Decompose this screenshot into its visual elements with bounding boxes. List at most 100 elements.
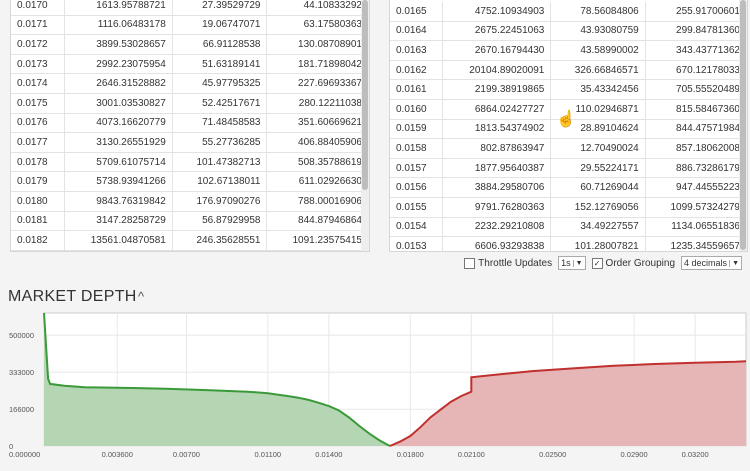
price-cell: 0.0164 <box>390 21 444 42</box>
total-cell: 19.06747071 <box>172 15 268 36</box>
sum-cell: 611.02926630 <box>266 171 369 192</box>
amount-cell: 6606.93293838 <box>442 236 552 251</box>
bid-order-table: 0.0170 1613.95788721 27.39529729 44.1083329… <box>10 0 370 252</box>
total-cell: 27.39529729 <box>172 0 268 16</box>
sum-cell: 1099.57324279 <box>645 197 747 218</box>
amount-cell: 2646.31528882 <box>64 73 173 94</box>
table-row: 0.0162 20104.89020091 326.66846571 670.1217… <box>390 60 747 81</box>
sum-cell: 705.55520489 <box>645 79 747 100</box>
price-cell: 0.0153 <box>390 236 444 251</box>
sum-cell: 857.18062008 <box>645 138 747 159</box>
total-cell: 55.27736285 <box>172 132 268 153</box>
table-row: 0.0171 1116.06483178 19.06747071 63.1758036… <box>11 15 369 36</box>
market-depth-chart: 0 166000 333000 500000 0.000000 0.003600 0.007… <box>9 312 747 459</box>
throttle-interval-value: 1s <box>561 258 571 268</box>
table-row: 0.0175 3001.03530827 52.42517671 280.122110… <box>11 93 369 114</box>
table-row: 0.0161 2199.38919865 35.43342456 705.555204… <box>390 79 747 100</box>
sum-cell: 351.60669621 <box>266 113 369 134</box>
sum-cell: 815.58467360 <box>645 99 747 120</box>
collapse-caret-icon[interactable]: ^ <box>138 289 145 304</box>
total-cell: 60.71269044 <box>550 177 646 198</box>
price-cell: 0.0173 <box>11 54 65 75</box>
y-tick-label: 333000 <box>9 368 34 377</box>
ask-depth-line <box>389 360 747 447</box>
sum-cell: 255.91700601 <box>645 2 747 22</box>
price-cell: 0.0158 <box>390 138 444 159</box>
price-cell: 0.0159 <box>390 119 444 140</box>
table-row: 0.0181 3147.28258729 56.87929958 844.879468… <box>11 211 369 232</box>
amount-cell: 9791.76280363 <box>442 197 552 218</box>
table-row: 0.0160 6864.02427727 110.02946871 815.58467… <box>390 99 747 120</box>
y-tick-label: 500000 <box>9 331 34 340</box>
bid-table-scrollbar[interactable] <box>361 0 369 251</box>
price-cell: 0.0165 <box>390 2 444 22</box>
table-row: 0.0158 802.87863947 12.70490024 857.1806200… <box>390 138 747 159</box>
mouse-cursor-icon: ☝ <box>556 111 576 128</box>
table-row: 0.0176 4073.16620779 71.48458583 351.606696… <box>11 113 369 134</box>
sum-cell: 130.08708901 <box>266 34 369 55</box>
price-cell: 0.0160 <box>390 99 444 120</box>
throttle-updates-checkbox[interactable] <box>464 257 476 269</box>
x-tick-label: 0.01400 <box>315 450 342 459</box>
table-row: 0.0159 1813.54374902 28.89104624 844.475719… <box>390 119 747 140</box>
total-cell: 246.35628551 <box>172 230 268 251</box>
market-depth-title: MARKET DEPTH <box>8 288 137 305</box>
price-cell: 0.0182 <box>11 230 65 251</box>
table-row: 0.0170 1613.95788721 27.39529729 44.1083329… <box>11 0 369 16</box>
total-cell: 66.91128538 <box>172 34 268 55</box>
sum-cell: 181.71898042 <box>266 54 369 75</box>
amount-cell: 2992.23075954 <box>64 54 173 75</box>
sum-cell: 44.10833292 <box>266 0 369 16</box>
sum-cell: 844.87946864 <box>266 211 369 232</box>
table-row: 0.0178 5709.61075714 101.47382713 508.35788… <box>11 152 369 173</box>
sum-cell: 1091.23575415 <box>266 230 369 251</box>
amount-cell: 2199.38919865 <box>442 79 552 100</box>
total-cell: 110.02946871 <box>550 99 646 120</box>
bid-depth-area <box>44 313 390 446</box>
table-options-bar: Throttle Updates 1s ▼ ✓ Order Grouping 4… <box>464 256 742 270</box>
total-cell: 45.97795325 <box>172 73 268 94</box>
total-cell: 29.55224171 <box>550 158 646 179</box>
order-grouping-select[interactable]: 4 decimals ▼ <box>681 256 742 270</box>
amount-cell: 2670.16794430 <box>442 40 552 61</box>
total-cell: 34.49227557 <box>550 217 646 238</box>
amount-cell: 5738.93941266 <box>64 171 173 192</box>
table-row: 0.0172 3899.53028657 66.91128538 130.087089… <box>11 34 369 55</box>
ask-order-table: 0.0165 4752.10934903 78.56084806 255.917006… <box>389 0 748 252</box>
ask-depth-area <box>389 361 746 446</box>
table-row: 0.0155 9791.76280363 152.12769056 1099.5732… <box>390 197 747 218</box>
total-cell: 28.89104624 <box>550 119 646 140</box>
sum-cell: 844.47571984 <box>645 119 747 140</box>
order-grouping-checkbox[interactable]: ✓ <box>591 257 603 269</box>
total-cell: 101.28007821 <box>550 236 646 251</box>
throttle-interval-select[interactable]: 1s ▼ <box>558 256 586 270</box>
amount-cell: 802.87863947 <box>442 138 552 159</box>
x-tick-label: 0.00700 <box>173 450 200 459</box>
amount-cell: 3902.56298562 <box>64 250 173 251</box>
sum-cell: 280.12211038 <box>266 93 369 114</box>
sum-cell: 406.88405906 <box>266 132 369 153</box>
amount-cell: 6864.02427727 <box>442 99 552 120</box>
amount-cell: 2232.29210808 <box>442 217 552 238</box>
total-cell: 101.47382713 <box>172 152 268 173</box>
total-cell: 71.30806694 <box>172 250 268 251</box>
order-grouping-value: 4 decimals <box>684 258 728 268</box>
x-tick-label: 0.003600 <box>102 450 133 459</box>
table-row: 0.0153 6606.93293838 101.28007821 1235.3455… <box>390 236 747 251</box>
table-row: 0.0180 9843.76319842 176.97090276 788.00016… <box>11 191 369 212</box>
table-row: 0.0173 2992.23075954 51.63189141 181.718980… <box>11 54 369 75</box>
total-cell: 176.97090276 <box>172 191 268 212</box>
total-cell: 35.43342456 <box>550 79 646 100</box>
table-row: 0.0157 1877.95640387 29.55224171 886.732861… <box>390 158 747 179</box>
price-cell: 0.0161 <box>390 79 444 100</box>
y-tick-label: 166000 <box>9 405 34 414</box>
sum-cell: 670.12178033 <box>645 60 747 81</box>
total-cell: 43.93080759 <box>550 21 646 42</box>
bid-depth-line <box>43 312 391 447</box>
amount-cell: 5709.61075714 <box>64 152 173 173</box>
ask-table-scrollbar[interactable] <box>739 0 747 251</box>
sum-cell: 947.44555223 <box>645 177 747 198</box>
sum-cell: 886.73286179 <box>645 158 747 179</box>
y-tick-label: 0 <box>9 442 13 451</box>
amount-cell: 3130.26551929 <box>64 132 173 153</box>
